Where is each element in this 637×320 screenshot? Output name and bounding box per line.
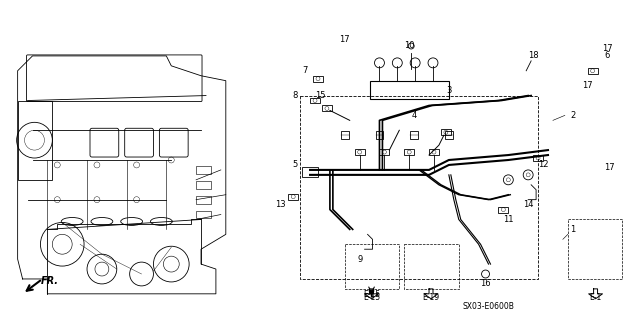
Bar — [568, 220, 622, 279]
Bar — [341, 131, 348, 139]
Bar — [404, 149, 414, 155]
Text: 18: 18 — [528, 52, 538, 60]
Text: 1: 1 — [570, 225, 575, 234]
Text: 10: 10 — [404, 42, 415, 51]
Text: 3: 3 — [446, 86, 452, 95]
Bar — [345, 244, 399, 289]
Bar — [196, 166, 211, 174]
Bar — [441, 129, 451, 135]
Text: 8: 8 — [292, 91, 298, 100]
Text: 11: 11 — [503, 215, 513, 224]
Text: FR.: FR. — [40, 276, 59, 286]
Bar — [445, 131, 453, 139]
Bar — [196, 211, 211, 219]
Bar — [588, 68, 598, 74]
Text: 17: 17 — [582, 81, 593, 90]
Text: 17: 17 — [604, 164, 615, 172]
Bar — [196, 181, 211, 189]
Text: SX03-E0600B: SX03-E0600B — [462, 302, 515, 311]
Bar — [369, 81, 449, 99]
Bar — [310, 98, 320, 103]
Text: 14: 14 — [523, 200, 533, 209]
Bar — [410, 131, 418, 139]
Text: 15: 15 — [315, 91, 326, 100]
Text: 4: 4 — [412, 111, 417, 120]
Bar — [533, 155, 543, 161]
Text: 16: 16 — [480, 279, 491, 288]
Bar — [355, 149, 364, 155]
Text: 7: 7 — [303, 66, 308, 75]
Bar — [302, 167, 318, 177]
Text: 5: 5 — [292, 160, 298, 170]
Text: 2: 2 — [570, 111, 575, 120]
Bar — [322, 106, 332, 111]
Bar — [375, 131, 383, 139]
Text: E-15: E-15 — [363, 290, 380, 299]
Bar — [300, 96, 538, 279]
Bar — [498, 207, 508, 212]
Text: 6: 6 — [605, 52, 610, 60]
Bar — [289, 194, 298, 200]
Bar — [196, 196, 211, 204]
Text: 17: 17 — [602, 44, 613, 53]
Bar — [18, 100, 52, 180]
Bar — [313, 76, 323, 82]
Bar — [380, 149, 389, 155]
Text: E-15: E-15 — [363, 293, 380, 302]
Bar — [404, 244, 459, 289]
Text: E-1: E-1 — [589, 293, 602, 302]
Text: E-19: E-19 — [422, 293, 440, 302]
Text: 12: 12 — [538, 160, 548, 170]
Bar — [429, 149, 439, 155]
Text: 13: 13 — [275, 200, 285, 209]
Text: 17: 17 — [340, 35, 350, 44]
Text: 9: 9 — [357, 255, 362, 264]
